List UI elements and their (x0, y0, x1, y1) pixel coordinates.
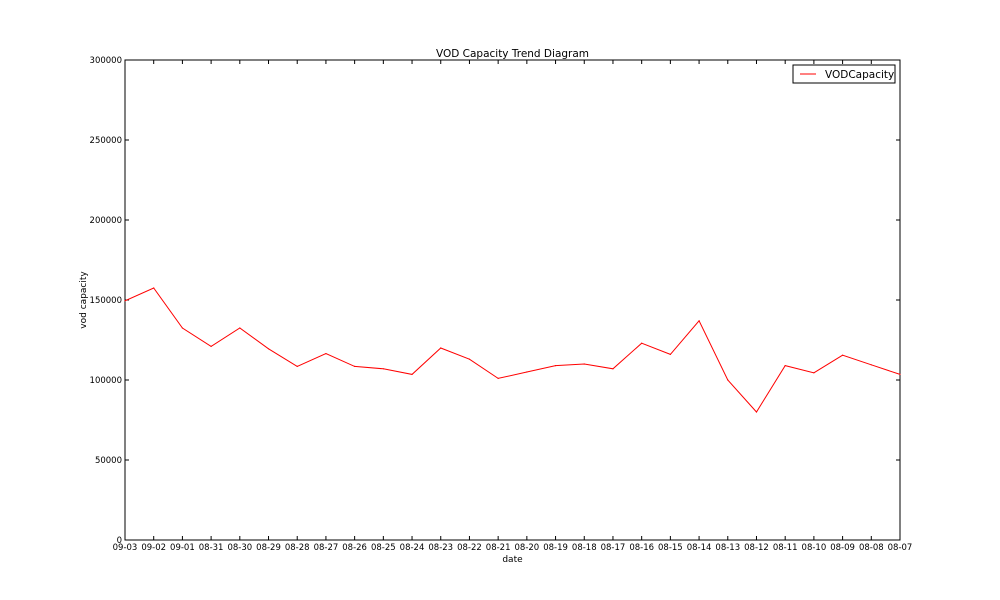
x-axis-label: date (502, 555, 523, 565)
data-point (669, 353, 671, 355)
x-tick-label: 08-21 (486, 543, 511, 553)
data-point (755, 411, 758, 413)
x-tick-label: 08-16 (629, 543, 654, 553)
data-point (698, 320, 700, 322)
data-point (813, 372, 815, 374)
x-tick-label: 08-30 (227, 543, 252, 553)
data-point (440, 347, 442, 349)
data-point (181, 327, 184, 329)
x-tick-label: 08-07 (888, 543, 913, 553)
x-tick-label: 08-13 (715, 543, 740, 553)
legend: VODCapacity (792, 64, 896, 84)
x-tick-label: 08-17 (601, 543, 626, 553)
x-tick-label: 08-28 (285, 543, 310, 553)
x-tick-label: 08-27 (314, 543, 339, 553)
y-tick-label: 200000 (90, 216, 122, 226)
data-point (841, 354, 844, 356)
data-point (382, 368, 384, 370)
data-point (526, 371, 528, 373)
x-tick-label: 08-29 (256, 543, 281, 553)
x-axis-ticks: 09-03 09-02 09-01 08-31 08-30 08-29 08-28 08-27… (113, 60, 913, 553)
x-tick-label: 09-03 (113, 543, 138, 553)
legend-label: VODCapacity (825, 69, 894, 81)
data-point (870, 364, 872, 366)
chart-title: VOD Capacity Trend Diagram (436, 48, 589, 60)
x-tick-label: 08-26 (342, 543, 367, 553)
x-tick-label: 08-08 (859, 543, 884, 553)
series-layer (124, 287, 901, 413)
data-point (153, 287, 155, 289)
data-point (784, 365, 786, 367)
x-tick-label: 08-19 (543, 543, 568, 553)
y-tick-label: 0 (117, 536, 122, 546)
data-point (325, 353, 327, 355)
data-point (411, 373, 413, 375)
data-point (354, 365, 356, 367)
data-point (727, 379, 729, 381)
y-axis-label: vod capacity (79, 271, 89, 329)
x-tick-label: 08-20 (515, 543, 540, 553)
data-point (124, 300, 126, 302)
data-point (210, 345, 212, 347)
data-point (468, 358, 471, 360)
x-tick-label: 08-10 (802, 543, 827, 553)
y-tick-label: 50000 (95, 456, 122, 466)
x-tick-label: 08-24 (400, 543, 425, 553)
plot-area (124, 59, 901, 541)
x-tick-label: 08-11 (773, 543, 798, 553)
y-tick-label: 150000 (90, 296, 122, 306)
x-tick-label: 08-15 (658, 543, 683, 553)
y-tick-label: 300000 (90, 56, 122, 66)
legend-box (792, 64, 896, 84)
y-tick-label: 100000 (90, 376, 122, 386)
series-line-VODCapacity (124, 287, 901, 413)
data-point (554, 365, 557, 367)
data-point (497, 377, 499, 379)
x-tick-label: 08-12 (744, 543, 769, 553)
data-point (612, 368, 614, 370)
x-tick-label: 09-02 (141, 543, 166, 553)
x-tick-label: 08-09 (830, 543, 855, 553)
x-tick-label: 08-23 (428, 543, 453, 553)
data-point (641, 342, 643, 344)
y-axis-ticks: 0 50000 100000 150000 200000 250000 300000 (90, 56, 900, 546)
data-point (583, 363, 585, 365)
data-point (296, 365, 298, 367)
x-tick-label: 08-22 (457, 543, 482, 553)
data-point (267, 348, 270, 350)
x-tick-label: 08-14 (687, 543, 712, 553)
data-point (239, 327, 241, 329)
x-tick-label: 08-18 (572, 543, 597, 553)
x-tick-label: 09-01 (170, 543, 195, 553)
x-tick-label: 08-25 (371, 543, 396, 553)
y-tick-label: 250000 (90, 136, 122, 146)
x-tick-label: 08-31 (199, 543, 224, 553)
data-point (899, 373, 901, 375)
